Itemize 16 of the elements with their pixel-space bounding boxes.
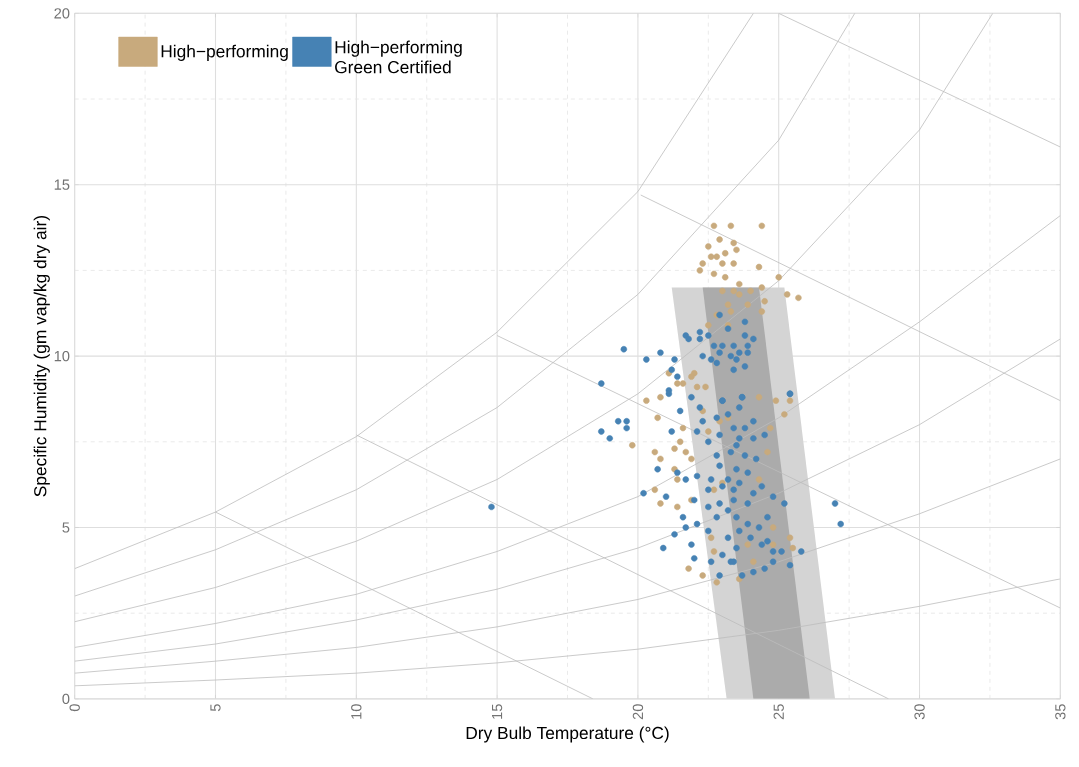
- legend-label: High−performing: [161, 44, 288, 61]
- x-tick-label: 15: [492, 704, 503, 719]
- y-tick-label: 10: [54, 350, 70, 362]
- x-tick-label: 35: [1055, 704, 1066, 720]
- x-tick-label: 20: [632, 704, 644, 720]
- x-axis-title: Dry Bulb Temperature (°C): [466, 726, 669, 743]
- legend-label: High−performing Green Certified: [335, 40, 462, 74]
- x-tick-label: 30: [914, 704, 925, 720]
- y-tick-label: 15: [54, 179, 70, 190]
- y-tick-label: 5: [62, 522, 70, 533]
- x-tick-label: 5: [210, 704, 221, 712]
- y-axis-title: Specific Humidity (gm vap/kg dry air): [33, 216, 50, 497]
- x-tick-label: 25: [773, 704, 784, 720]
- x-tick-label: 0: [69, 704, 80, 712]
- x-tick-label: 10: [351, 704, 362, 719]
- y-tick-label: 20: [54, 8, 70, 19]
